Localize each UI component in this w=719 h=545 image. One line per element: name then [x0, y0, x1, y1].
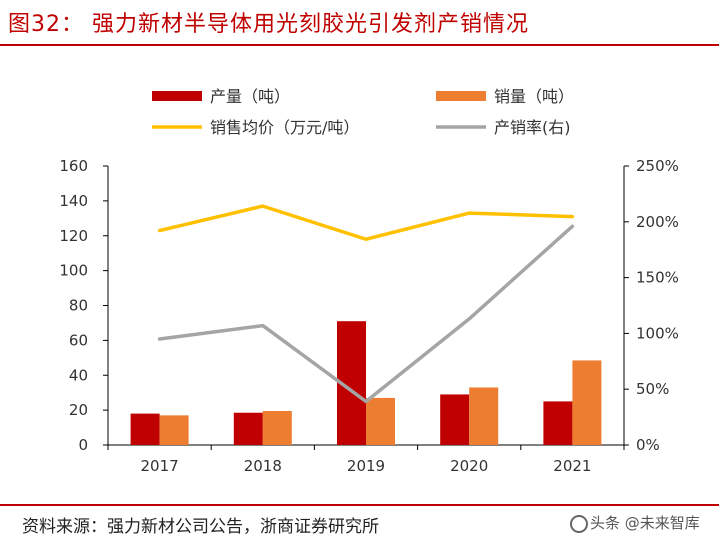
- y-left-tick-label: 120: [59, 227, 88, 245]
- bar-production: [130, 413, 160, 445]
- y-left-tick-label: 40: [69, 366, 88, 384]
- bars: [130, 321, 602, 445]
- source-note: 资料来源：强力新材公司公告，浙商证券研究所: [22, 517, 379, 537]
- bar-sales: [159, 415, 189, 445]
- chart: 产量（吨） 销量（吨） 销售均价（万元/吨） 产销率(右) 0 20 40 60 80 100 1…: [59, 87, 679, 475]
- legend-avg-price-label: 销售均价（万元/吨）: [210, 118, 359, 137]
- y-left-tick-label: 20: [69, 401, 88, 419]
- figure-title: 图32： 强力新材半导体用光刻胶光引发剂产销情况: [8, 12, 529, 37]
- y-right-tick-label: 100%: [636, 324, 679, 342]
- legend-ratio-label: 产销率(右): [494, 118, 571, 137]
- y-left-tick-label: 140: [59, 192, 88, 210]
- bar-sales: [469, 387, 499, 445]
- y-right-tick-label: 250%: [636, 157, 679, 175]
- bar-production: [543, 401, 573, 445]
- bar-production: [233, 412, 263, 445]
- x-tick-label: 2020: [450, 457, 488, 475]
- y-left-tick-label: 80: [69, 297, 88, 315]
- top-rule: [0, 44, 719, 46]
- bar-sales: [262, 410, 292, 445]
- line-avg-price: [157, 204, 575, 241]
- bar-production: [440, 394, 470, 445]
- watermark-text: 头条 @未来智库: [590, 514, 700, 532]
- y-right-tick-label: 50%: [636, 380, 669, 398]
- y-left-tick-label: 100: [59, 262, 88, 280]
- x-tick-label: 2021: [553, 457, 591, 475]
- camera-icon: [570, 514, 588, 533]
- x-tick-label: 2017: [141, 457, 179, 475]
- x-tick-label: 2018: [244, 457, 282, 475]
- lines: [157, 204, 575, 404]
- bottom-rule: [0, 504, 719, 506]
- legend-sales-swatch: [436, 91, 486, 101]
- legend: 产量（吨） 销量（吨） 销售均价（万元/吨） 产销率(右): [152, 87, 574, 137]
- y-right-tick-label: 150%: [636, 269, 679, 287]
- x-tick-label: 2019: [347, 457, 385, 475]
- y-left-tick-label: 60: [69, 331, 88, 349]
- legend-production-label: 产量（吨）: [210, 87, 290, 106]
- line-sales-ratio: [157, 224, 575, 404]
- bar-sales: [572, 360, 602, 445]
- y-left-tick-label: 160: [59, 157, 88, 175]
- legend-sales-label: 销量（吨）: [494, 87, 574, 106]
- legend-production-swatch: [152, 91, 202, 101]
- y-right-tick-label: 200%: [636, 213, 679, 231]
- bar-sales: [366, 397, 395, 445]
- y-right-tick-label: 0%: [636, 436, 660, 454]
- axes: 0 20 40 60 80 100 120 140 160 0% 50% 100% 150% 200% 25…: [59, 157, 679, 475]
- watermark: 头条 @未来智库: [570, 512, 700, 533]
- y-left-tick-label: 0: [78, 436, 88, 454]
